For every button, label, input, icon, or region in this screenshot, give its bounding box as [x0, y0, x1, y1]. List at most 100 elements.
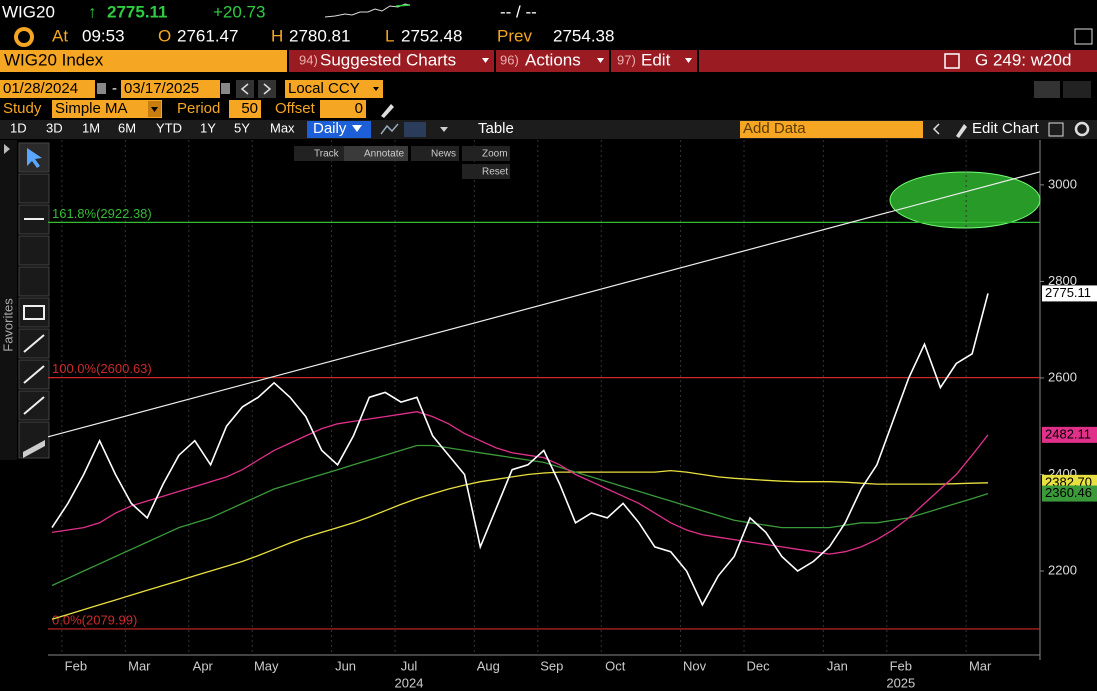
x-tick-label: Nov	[683, 658, 707, 673]
sidebar-toggle[interactable]	[4, 144, 10, 154]
tool-pen[interactable]	[18, 173, 50, 204]
year-label: 2025	[886, 675, 915, 690]
study-name[interactable]: Simple MA	[55, 100, 128, 117]
tool-button[interactable]	[462, 146, 510, 161]
tool-retrace[interactable]	[18, 235, 50, 266]
tool-percent[interactable]	[18, 266, 50, 297]
segment-icon	[23, 396, 45, 415]
edit-icon[interactable]	[1048, 122, 1064, 137]
bar-icon[interactable]	[404, 122, 426, 137]
low-value: 2752.48	[401, 26, 462, 45]
value-tag-label: 2360.46	[1045, 485, 1092, 500]
pointer-icon	[27, 148, 42, 168]
menu-number[interactable]: 96)	[500, 52, 519, 67]
menu-bar	[289, 50, 1097, 72]
start-date-field[interactable]	[0, 80, 95, 98]
add-data-field[interactable]	[740, 121, 923, 138]
end-date-field[interactable]	[121, 80, 220, 98]
period[interactable]: 50	[241, 100, 258, 117]
dropdown-arrow	[440, 127, 448, 132]
open-value: 2761.47	[177, 26, 238, 45]
x-tick-label: Sep	[540, 658, 563, 673]
offset-field[interactable]	[320, 100, 366, 118]
at-label: At	[52, 26, 68, 45]
menu-item[interactable]: Suggested Charts	[320, 50, 456, 69]
add-data[interactable]: Add Data	[743, 120, 806, 137]
menu-items: 94) Suggested Charts 96) Actions 97) Edit	[299, 50, 699, 72]
rect-icon	[23, 305, 45, 320]
prev-arrow	[240, 83, 249, 95]
pencil-icon[interactable]	[381, 104, 394, 118]
clock-icon-inner	[18, 31, 30, 43]
calendar-icon[interactable]	[221, 83, 230, 94]
x-tick-label: Feb	[890, 658, 912, 673]
low-label: L	[385, 26, 394, 45]
next-arrow	[263, 83, 272, 95]
calendar-icon[interactable]	[97, 83, 106, 94]
export-icon[interactable]	[944, 53, 960, 69]
menu-number[interactable]: 97)	[617, 52, 636, 67]
frequency[interactable]: Daily	[313, 120, 347, 137]
range-button[interactable]: 1Y	[200, 120, 216, 135]
range-button[interactable]: 1M	[82, 120, 100, 135]
value-tag	[1042, 285, 1097, 302]
menu-number[interactable]: 94)	[299, 52, 318, 67]
tool-label[interactable]: Zoom	[482, 149, 508, 160]
range-button[interactable]: 3D	[46, 120, 63, 135]
menu-item[interactable]: Edit	[641, 50, 671, 69]
range-button[interactable]: 6M	[118, 120, 136, 135]
start-date[interactable]: 01/28/2024	[3, 80, 78, 97]
range-buttons: 1D 3D 1M 6M YTD 1Y 5Y Max	[10, 120, 295, 135]
tool-label[interactable]: Annotate	[364, 149, 404, 160]
y-tick-label: 2800	[1048, 273, 1077, 288]
x-tick-label: Jul	[401, 658, 418, 673]
prev-button[interactable]	[236, 80, 254, 98]
edit-chart[interactable]: Edit Chart	[972, 120, 1040, 137]
tool-label[interactable]: Reset	[482, 167, 508, 178]
x-tick-label: May	[254, 658, 279, 673]
line-icon[interactable]	[380, 123, 399, 135]
table-button[interactable]: Table	[478, 120, 514, 137]
range-button[interactable]: YTD	[156, 120, 182, 135]
tool-label[interactable]: News	[431, 149, 456, 160]
prev-label: Prev	[497, 26, 532, 45]
next-button[interactable]	[258, 80, 276, 98]
range-button[interactable]: 5Y	[234, 120, 250, 135]
date-separator: -	[112, 80, 117, 97]
tool-button[interactable]	[344, 146, 408, 161]
offset[interactable]: 0	[355, 100, 363, 117]
y-tick-label: 2600	[1048, 369, 1077, 384]
menu-item[interactable]: Actions	[525, 50, 581, 69]
period-field[interactable]	[229, 100, 261, 118]
redo-button[interactable]	[1063, 81, 1091, 98]
tool-button[interactable]	[462, 164, 510, 179]
year-label: 2024	[395, 675, 424, 690]
currency-field[interactable]	[285, 80, 383, 98]
window-icon[interactable]	[1074, 28, 1093, 45]
collapse-icon[interactable]	[932, 123, 940, 135]
pencil-icon[interactable]	[956, 124, 967, 138]
target-zone	[889, 171, 1041, 229]
favorites[interactable]: Favorites	[0, 298, 15, 352]
tool-button[interactable]	[294, 146, 344, 161]
tool-button[interactable]	[411, 146, 459, 161]
range-button[interactable]: Max	[270, 120, 295, 135]
security[interactable]: WIG20 Index	[4, 50, 104, 69]
study-field[interactable]	[52, 100, 162, 118]
security-field[interactable]	[0, 50, 287, 72]
x-tick-label: Feb	[65, 658, 87, 673]
end-date[interactable]: 03/17/2025	[124, 80, 199, 97]
currency[interactable]: Local CCY	[288, 80, 360, 97]
channel-icon	[23, 440, 45, 458]
fib-label: 0.0%(2079.99)	[52, 612, 137, 627]
prev-value: 2754.38	[553, 26, 614, 45]
drawing-tools	[18, 142, 50, 459]
range-button[interactable]: 1D	[10, 120, 27, 135]
x-tick-label: Dec	[746, 658, 770, 673]
settings-icon[interactable]	[1074, 121, 1090, 137]
undo-button[interactable]	[1034, 81, 1060, 98]
tool-label[interactable]: Track	[314, 149, 340, 160]
study-label: Study	[3, 100, 42, 117]
